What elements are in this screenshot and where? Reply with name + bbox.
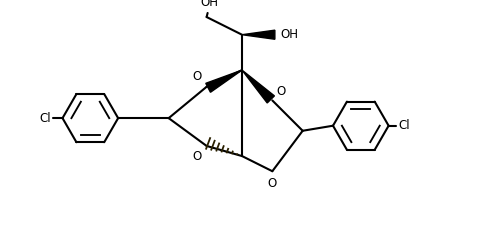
Polygon shape: [242, 30, 275, 39]
Text: Cl: Cl: [40, 112, 51, 125]
Text: OH: OH: [200, 0, 218, 9]
Text: Cl: Cl: [399, 119, 410, 132]
Text: O: O: [192, 150, 201, 163]
Polygon shape: [206, 70, 242, 92]
Text: O: O: [192, 70, 201, 83]
Text: O: O: [268, 177, 277, 190]
Text: O: O: [276, 85, 286, 98]
Polygon shape: [242, 70, 274, 103]
Text: OH: OH: [280, 28, 298, 41]
